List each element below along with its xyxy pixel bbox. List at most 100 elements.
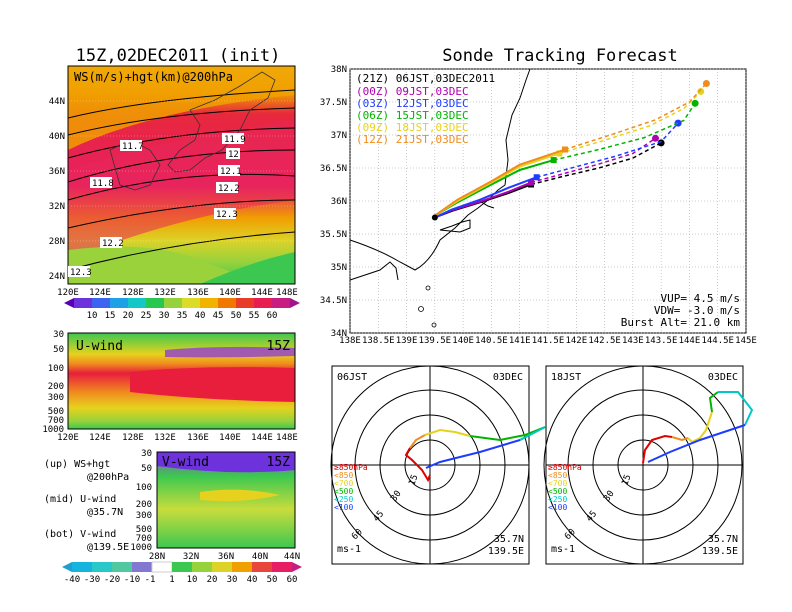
legend-up2: @200hPa bbox=[87, 472, 129, 483]
legend-entry: (21Z) 06JST,03DEC2011 bbox=[356, 72, 495, 85]
contour-label: 12.3 bbox=[216, 210, 238, 220]
uwind-panel: U-wind 15Z 30 50 100 200 300 500 700 100… bbox=[42, 330, 298, 443]
contour-label: 12 bbox=[228, 150, 239, 160]
legend-entry: (09Z) 18JST,03DEC bbox=[356, 121, 469, 134]
x-tick-label: 138E bbox=[339, 336, 361, 346]
hodo-left-units: ms-1 bbox=[337, 544, 361, 555]
lat-tick: 32N bbox=[49, 202, 65, 212]
uwind-ytick: 1000 bbox=[42, 425, 64, 435]
legend-bot: (bot) V-wind bbox=[44, 529, 116, 540]
vwind-ytick: 1000 bbox=[130, 543, 152, 553]
tracking-legend: (21Z) 06JST,03DEC2011 (00Z) 09JST,03DEC … bbox=[356, 72, 495, 146]
hodo-right-lat: 35.7N bbox=[708, 534, 738, 545]
legend-entry: (12Z) 21JST,03DEC bbox=[356, 133, 469, 146]
vup-text: VUP= 4.5 m/s bbox=[661, 292, 740, 305]
track-marker-end bbox=[651, 134, 659, 142]
uwind-xtick: 136E bbox=[187, 433, 209, 443]
uwind-ytick: 500 bbox=[48, 407, 64, 417]
hodo-level: <100 bbox=[334, 503, 353, 512]
ws-colorbar-label: 45 bbox=[213, 311, 224, 321]
ws-map-panel: WS(m/s)+hgt(km)@200hPa 11.7 11.8 11.9 12… bbox=[49, 65, 298, 298]
vwind-time: 15Z bbox=[267, 455, 291, 470]
uwind-time: 15Z bbox=[267, 339, 291, 354]
legend-entry: (00Z) 09JST,03DEC bbox=[356, 85, 469, 98]
vwind-ytick: 50 bbox=[141, 464, 152, 474]
ws-colorbar-label: 60 bbox=[267, 311, 278, 321]
height-contours bbox=[67, 89, 296, 271]
legend-entry: (03Z) 12JST,03DEC bbox=[356, 97, 469, 110]
x-tick-label: 140E bbox=[452, 336, 474, 346]
tracking-yticks: 38N 37.5N 37N 36.5N 36N 35.5N 35N 34.5N 34N bbox=[320, 65, 347, 339]
hodo-left-trace bbox=[404, 426, 546, 483]
track-marker-end bbox=[691, 99, 699, 107]
hodo-right-time: 18JST bbox=[551, 372, 581, 383]
hodo-level: <250 bbox=[334, 495, 353, 504]
uwind-xtick: 144E bbox=[251, 433, 273, 443]
hodo-level: <500 bbox=[334, 487, 353, 496]
vdw-text: VDW= -3.0 m/s bbox=[654, 304, 740, 317]
vwind-panel: V-wind 15Z 30 50 100 200 300 500 700 100… bbox=[130, 449, 300, 562]
y-tick-label: 37.5N bbox=[320, 98, 347, 108]
vwind-xtick: 44N bbox=[284, 552, 300, 562]
x-tick-label: 142E bbox=[565, 336, 587, 346]
ws-colorbar-label: 35 bbox=[177, 311, 188, 321]
x-tick-label: 141E bbox=[509, 336, 531, 346]
track-marker-end bbox=[702, 80, 710, 88]
track-marker-end bbox=[697, 87, 705, 95]
wind-colorbar-label: 60 bbox=[287, 575, 298, 585]
lat-tick: 28N bbox=[49, 237, 65, 247]
x-tick-label: 141.5E bbox=[532, 336, 565, 346]
x-tick-label: 142.5E bbox=[588, 336, 621, 346]
track-marker-square bbox=[528, 179, 535, 186]
hodo-level: <850 bbox=[334, 471, 353, 480]
uwind-xtick: 128E bbox=[122, 433, 144, 443]
lon-tick: 144E bbox=[251, 288, 273, 298]
hodo-level: ≥850hPa bbox=[334, 463, 368, 472]
hodo-right-date: 03DEC bbox=[708, 372, 738, 383]
y-tick-label: 35N bbox=[331, 263, 347, 273]
legend-mid: (mid) U-wind bbox=[44, 494, 116, 505]
vwind-label: V-wind bbox=[162, 455, 209, 470]
track-line-solid bbox=[434, 176, 538, 219]
wind-colorbar-label: -1 bbox=[145, 575, 156, 585]
uwind-ytick: 30 bbox=[53, 330, 64, 340]
tracking-panel: 38N 37.5N 37N 36.5N 36N 35.5N 35N 34.5N 34N 138E… bbox=[320, 65, 757, 346]
legend-entry: (06Z) 15JST,03DEC bbox=[356, 109, 469, 122]
hodo-right-trace bbox=[642, 391, 754, 464]
izu-coast bbox=[349, 261, 399, 281]
legend-up: (up) WS+hgt bbox=[44, 459, 110, 470]
lon-tick: 128E bbox=[122, 288, 144, 298]
uwind-label: U-wind bbox=[76, 339, 123, 354]
lon-tick: 124E bbox=[89, 288, 111, 298]
y-tick-label: 38N bbox=[331, 65, 347, 75]
vwind-ytick: 500 bbox=[136, 525, 152, 535]
tracking-annotations: VUP= 4.5 m/s VDW= -3.0 m/s Burst Alt= 21… bbox=[621, 292, 741, 329]
burst-alt-text: Burst Alt= 21.0 km bbox=[621, 316, 741, 329]
wind-colorbar-label: -20 bbox=[104, 575, 120, 585]
hodo-level: <850 bbox=[548, 471, 567, 480]
track-marker-end bbox=[674, 119, 682, 127]
contour-label: 12.2 bbox=[102, 239, 124, 249]
wind-colorbar-label: 50 bbox=[267, 575, 278, 585]
track-line-dashed bbox=[530, 142, 662, 186]
lon-tick: 136E bbox=[187, 288, 209, 298]
tracking-xticks: 138E 138.5E 139E 139.5E 140E 140.5E 141E 141.5E… bbox=[339, 336, 757, 346]
hodograph-left: 06JST 03DEC 35.7N 139.5E ms-1 15 30 45 6… bbox=[330, 365, 546, 565]
hodo-level: <700 bbox=[548, 479, 567, 488]
vwind-ytick: 200 bbox=[136, 500, 152, 510]
hodo-right-units: ms-1 bbox=[551, 544, 575, 555]
wind-colorbar-label: -30 bbox=[84, 575, 100, 585]
lat-tick: 36N bbox=[49, 167, 65, 177]
x-tick-label: 138.5E bbox=[362, 336, 395, 346]
uwind-ytick: 200 bbox=[48, 382, 64, 392]
hodo-ring-label: 15 bbox=[407, 473, 420, 487]
japan-coast bbox=[167, 71, 276, 173]
hodo-left-lat: 35.7N bbox=[494, 534, 524, 545]
hodo-level: <500 bbox=[548, 487, 567, 496]
vwind-ytick: 100 bbox=[136, 483, 152, 493]
x-tick-label: 139E bbox=[396, 336, 418, 346]
wind-colorbar-label: 40 bbox=[247, 575, 258, 585]
hodo-level: <700 bbox=[334, 479, 353, 488]
lon-tick: 148E bbox=[276, 288, 298, 298]
